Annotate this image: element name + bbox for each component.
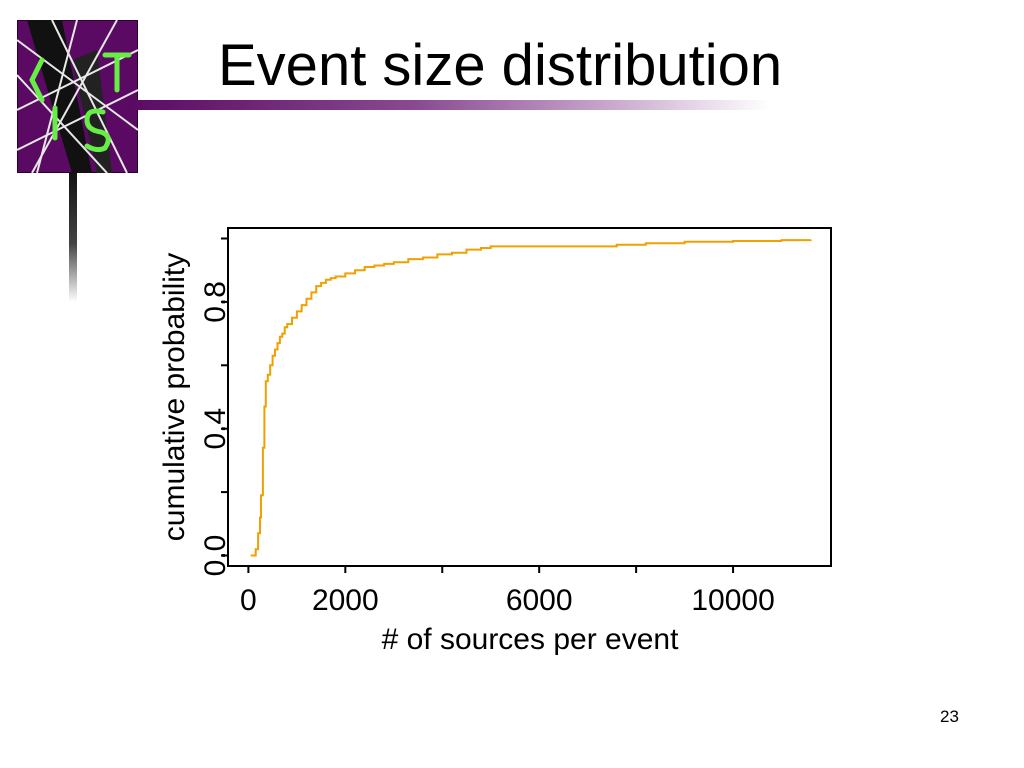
x-axis-ticks: 0 2000 6000 10000	[240, 566, 775, 617]
y-tick-label: 0.4	[199, 408, 232, 450]
y-axis-label: cumulative probability	[158, 253, 191, 541]
x-axis-label: # of sources per event	[382, 623, 680, 656]
y-axis-ticks: 0.0 0.4 0.8	[199, 237, 232, 577]
slide-title: Event size distribution	[218, 33, 783, 98]
title-underline	[130, 100, 770, 110]
y-tick-label: 0.0	[199, 535, 232, 577]
cdf-series-line	[250, 239, 812, 557]
x-tick-label: 10000	[691, 584, 774, 617]
lts-logo-icon	[17, 20, 138, 173]
x-tick-label: 2000	[312, 584, 379, 617]
slide-number: 23	[940, 707, 959, 726]
decorative-vertical-bar	[69, 172, 77, 302]
x-tick-label: 6000	[506, 584, 573, 617]
plot-frame	[227, 227, 832, 567]
y-tick-label: 0.8	[199, 281, 232, 323]
x-tick-label: 0	[240, 584, 257, 617]
